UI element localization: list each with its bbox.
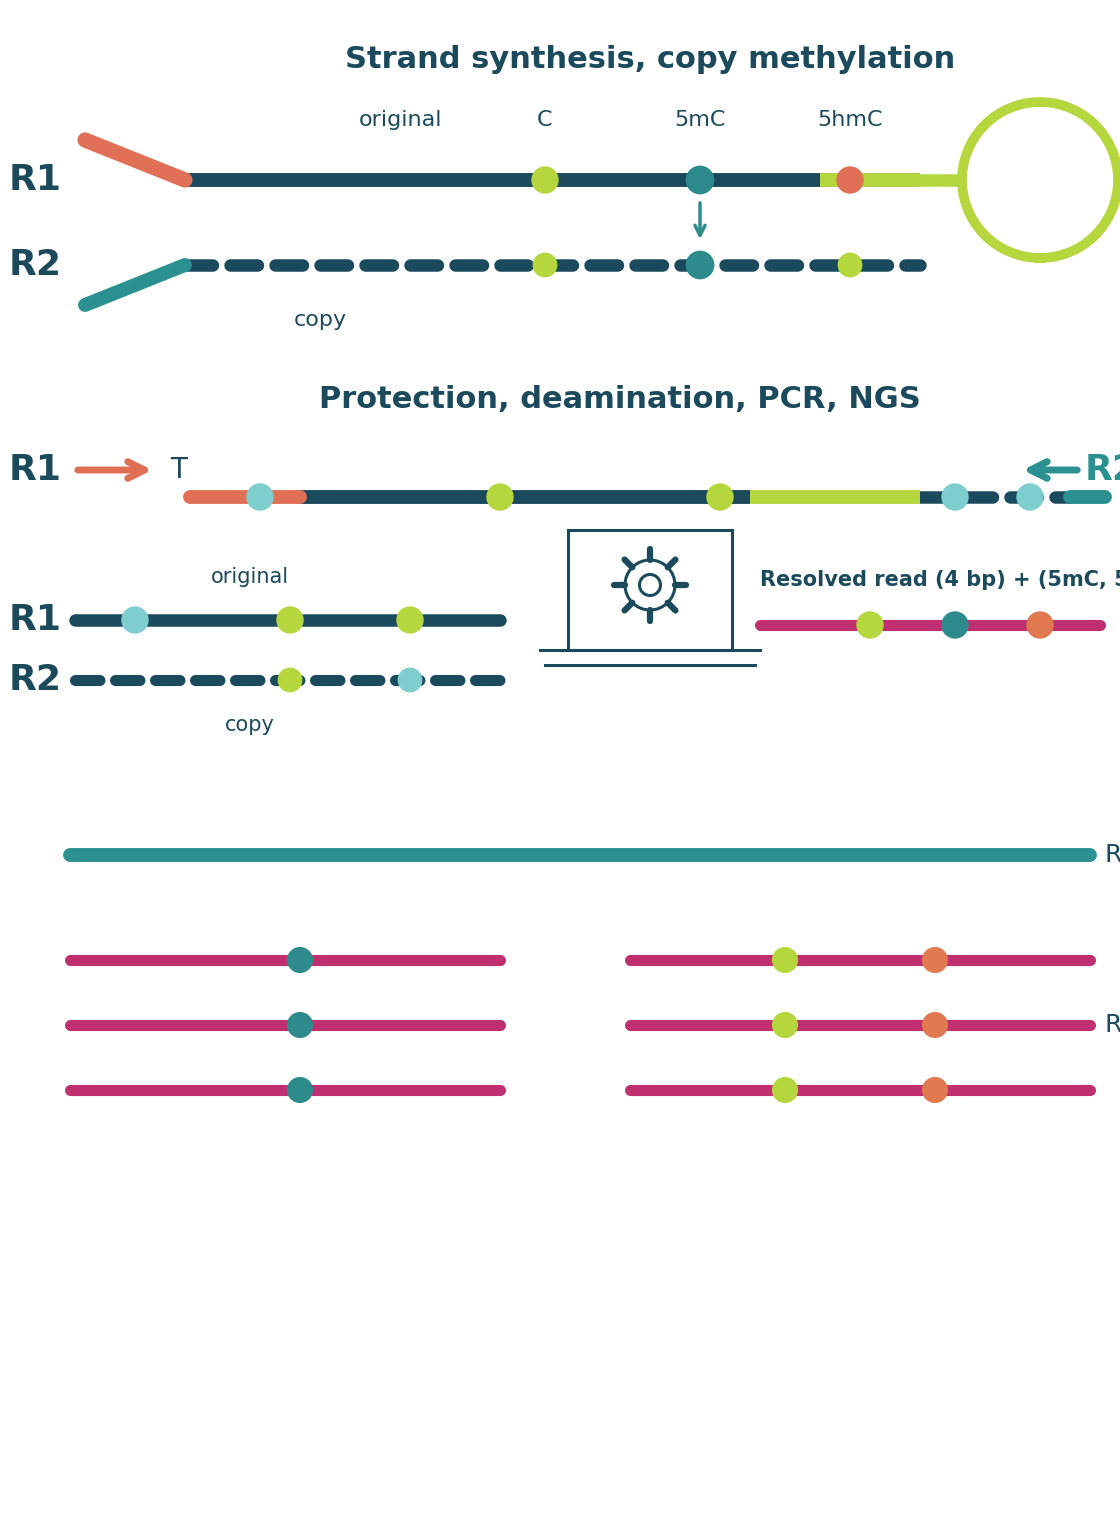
Circle shape <box>942 612 968 639</box>
Circle shape <box>122 606 148 632</box>
Text: R1: R1 <box>9 603 62 637</box>
Circle shape <box>1017 484 1043 510</box>
Circle shape <box>923 1078 948 1102</box>
Circle shape <box>533 253 557 276</box>
Circle shape <box>288 1013 312 1038</box>
Circle shape <box>773 947 797 972</box>
Text: 5mC: 5mC <box>674 111 726 130</box>
Circle shape <box>487 484 513 510</box>
Circle shape <box>288 1078 312 1102</box>
Circle shape <box>707 484 732 510</box>
Text: copy: copy <box>293 310 346 330</box>
Text: T: T <box>170 456 187 484</box>
Text: Protection, deamination, PCR, NGS: Protection, deamination, PCR, NGS <box>319 385 921 414</box>
Text: C: C <box>538 111 553 130</box>
Circle shape <box>399 668 422 692</box>
Circle shape <box>837 167 864 193</box>
Circle shape <box>942 484 968 510</box>
Text: original: original <box>358 111 441 130</box>
Circle shape <box>687 166 713 193</box>
Circle shape <box>248 484 273 510</box>
Text: Resolved read (4 bp) + (5mC, 5hmC): Resolved read (4 bp) + (5mC, 5hmC) <box>760 569 1120 589</box>
Text: R1: R1 <box>9 163 62 196</box>
Text: Ref genome: Ref genome <box>1105 843 1120 867</box>
Circle shape <box>396 606 423 632</box>
Circle shape <box>857 612 883 639</box>
Circle shape <box>773 1013 797 1038</box>
Circle shape <box>277 606 304 632</box>
Text: R2: R2 <box>1085 453 1120 487</box>
Circle shape <box>288 947 312 972</box>
Text: copy: copy <box>225 715 274 735</box>
Circle shape <box>532 167 558 193</box>
Text: R2: R2 <box>9 249 62 282</box>
Circle shape <box>923 1013 948 1038</box>
Text: R1: R1 <box>9 453 62 487</box>
Text: original: original <box>211 566 289 586</box>
Text: Strand synthesis, copy methylation: Strand synthesis, copy methylation <box>345 46 955 75</box>
Circle shape <box>687 252 713 279</box>
Circle shape <box>278 668 301 692</box>
Circle shape <box>923 947 948 972</box>
Text: 5hmC: 5hmC <box>818 111 883 130</box>
Text: Resolved reads: Resolved reads <box>1105 1013 1120 1038</box>
Circle shape <box>1027 612 1053 639</box>
Text: R2: R2 <box>9 663 62 697</box>
Circle shape <box>838 253 861 276</box>
Circle shape <box>773 1078 797 1102</box>
